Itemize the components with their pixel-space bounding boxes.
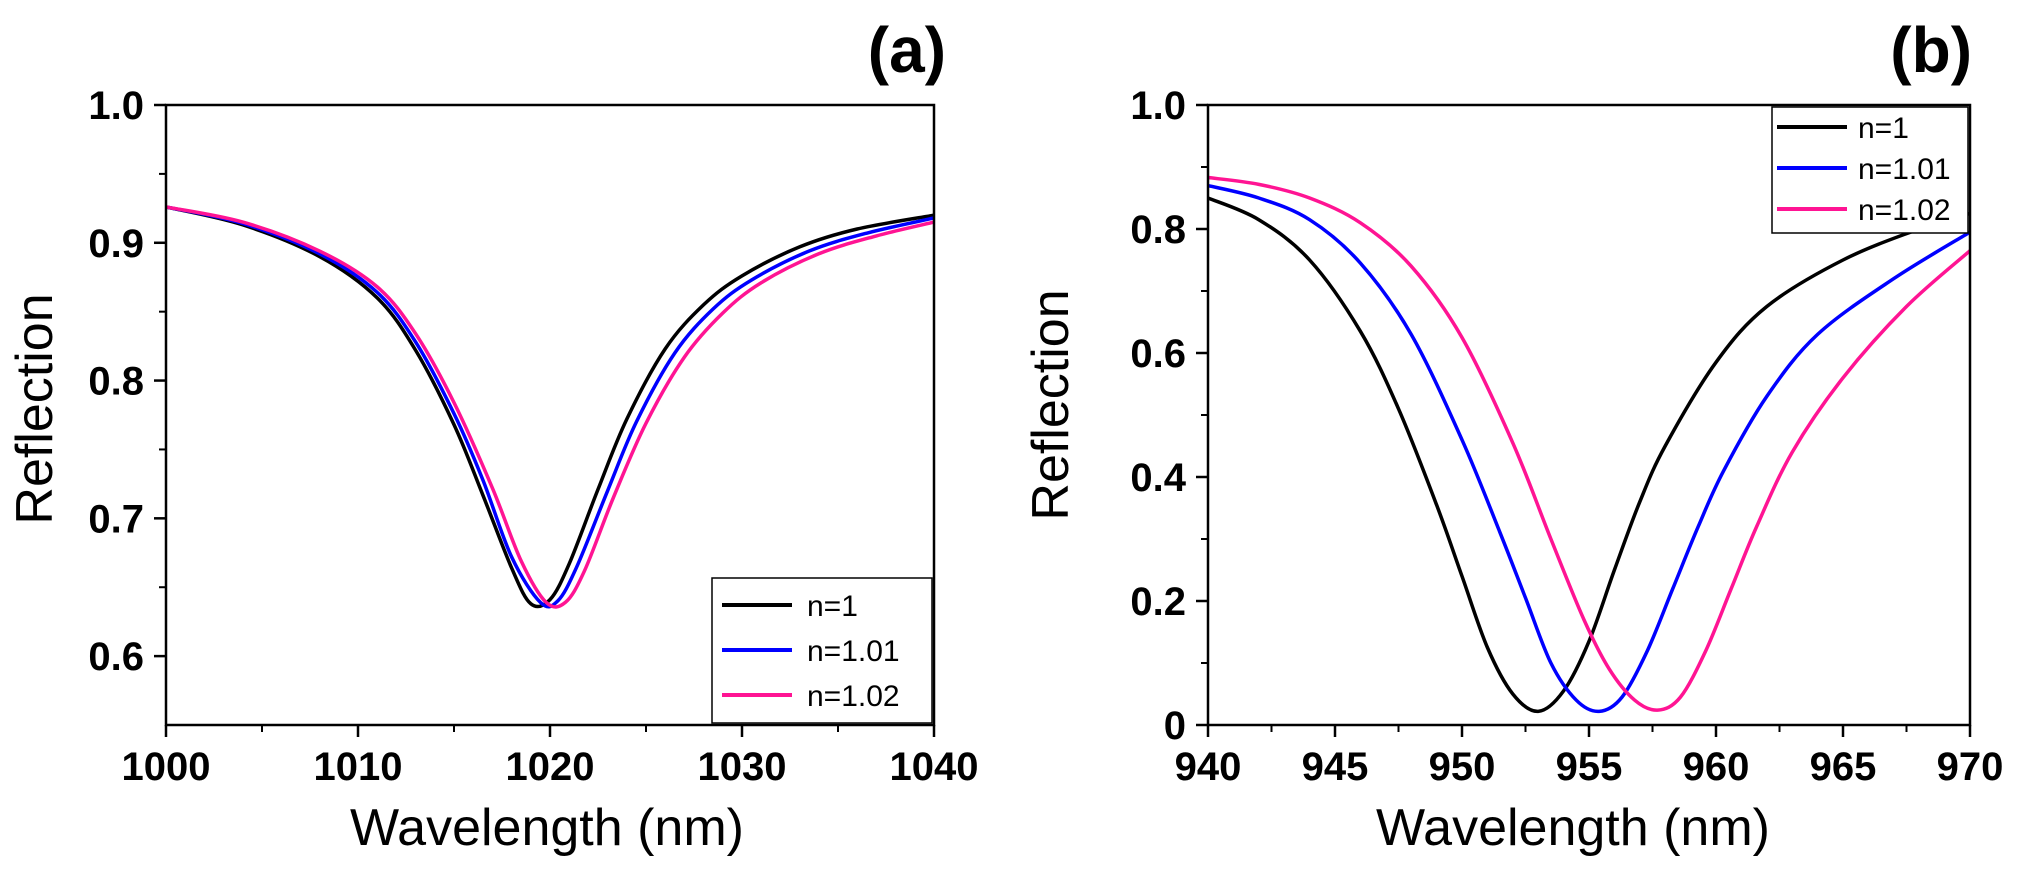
- panel-a-series-line-n1: [166, 205, 934, 609]
- panel-b-y-tick-label: 0.8: [1130, 208, 1186, 252]
- panel-a-y-tick-label: 1.0: [88, 84, 144, 128]
- panel-b: (b) Wavelength (nm) Reflection 940 945 950…: [1022, 14, 2003, 857]
- panel-a-x-tick-label: 1020: [506, 745, 595, 789]
- panel-b-x-tick-label: 940: [1175, 745, 1242, 789]
- panel-b-y-tick-label: 1.0: [1130, 84, 1186, 128]
- panel-a-x-tick-label: 1010: [314, 745, 403, 789]
- panel-b-x-tick-label: 950: [1429, 745, 1496, 789]
- panel-a-legend-label-n1: n=1: [807, 590, 858, 623]
- panel-a-series: [166, 205, 934, 609]
- panel-b-x-axis-title: Wavelength (nm): [1376, 799, 1770, 857]
- panel-a-y-axis-title: Reflection: [6, 293, 64, 524]
- panel-b-legend-label-n1: n=1: [1858, 112, 1909, 145]
- panel-a-x-tick-label: 1000: [122, 745, 211, 789]
- panel-b-x-tick-label: 970: [1937, 745, 2004, 789]
- panel-a-y-tick-label: 0.6: [88, 635, 144, 679]
- panel-a-x-tick-label: 1030: [698, 745, 787, 789]
- panel-b-series-line-n101: [1208, 183, 1970, 714]
- panel-b-y-tick-label: 0.2: [1130, 580, 1186, 624]
- panel-b-series-line-n1: [1208, 196, 1970, 714]
- panel-b-series: [1208, 175, 1970, 714]
- panel-a-y-tick-label: 0.8: [88, 360, 144, 404]
- panel-a-series-line-n102: [166, 205, 934, 609]
- panel-b-x-tick-label: 955: [1556, 745, 1623, 789]
- panel-a: (a) Wavelength (nm) Reflection 1000 1010 1…: [6, 14, 978, 857]
- panel-a-x-tick-label: 1040: [890, 745, 979, 789]
- panel-b-x-tick-label: 945: [1302, 745, 1369, 789]
- panel-b-legend-label-n102: n=1.02: [1858, 194, 1951, 227]
- panel-a-ticks: 1000 1010 1020 1030 1040 0.6 0.7 0.8 0.9 1.0: [88, 84, 978, 789]
- panel-b-x-tick-label: 960: [1683, 745, 1750, 789]
- panel-a-series-line-n101: [166, 205, 934, 609]
- panel-b-legend-label-n101: n=1.01: [1858, 153, 1951, 186]
- panel-a-legend: n=1 n=1.01 n=1.02: [711, 577, 933, 724]
- panel-b-y-tick-label: 0.4: [1130, 456, 1186, 500]
- panel-b-y-tick-label: 0.6: [1130, 332, 1186, 376]
- panel-a-y-tick-label: 0.7: [88, 497, 144, 541]
- panel-b-legend: n=1 n=1.01 n=1.02: [1771, 106, 1969, 234]
- panel-a-x-axis-title: Wavelength (nm): [350, 799, 744, 857]
- panel-b-y-axis-title: Reflection: [1022, 289, 1080, 520]
- panel-a-label: (a): [868, 14, 946, 86]
- panel-b-y-tick-label: 0: [1164, 704, 1186, 748]
- panel-a-legend-label-n101: n=1.01: [807, 635, 900, 668]
- panel-b-series-line-n102: [1208, 175, 1970, 712]
- panel-b-x-tick-label: 965: [1810, 745, 1877, 789]
- panel-b-ticks: 940 945 950 955 960 965 970 0 0.2 0.4 0.6 0.8 1.0: [1130, 84, 2003, 789]
- panel-b-label: (b): [1890, 14, 1972, 86]
- panel-a-y-tick-label: 0.9: [88, 222, 144, 266]
- panel-a-legend-label-n102: n=1.02: [807, 680, 900, 713]
